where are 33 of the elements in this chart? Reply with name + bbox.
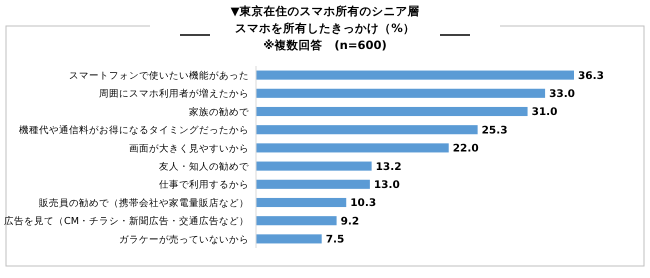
bar [256,143,449,152]
data-label: 25.3 [482,124,508,136]
data-label: 13.2 [376,160,402,173]
y-tick-label: ガラケーが売っていないから [119,233,249,246]
text: ※複数回答 (n=600) [263,38,387,52]
bar [256,234,322,244]
y-tick-label: 画面が大きく見やすいから [129,142,249,154]
bar [256,125,478,134]
data-label: 31.0 [532,106,558,118]
y-tick-label: 広告を見て（CM・チラシ・新聞広告・交通広告など） [4,215,249,228]
y-tick-label: 家族の勧めで [189,106,250,118]
bar [256,198,346,208]
data-label: 33.0 [549,88,576,100]
y-tick-label: 周囲にスマホ利用者が増えたから [99,88,249,100]
y-tick-label: 販売員の勧めで（携帯会社や家電量販店など） [39,196,249,209]
y-tick-label: 機種代や通信料がお得になるタイミングだったから [19,124,249,136]
y-tick-label: スマートフォンで使いたい機能があった [69,69,249,82]
data-label: 22.0 [452,142,479,155]
data-label: 10.3 [350,197,376,210]
bar [256,106,528,116]
bar [256,216,337,226]
data-label: 13.0 [374,178,400,191]
y-tick-label: 友人・知人の勧めで [159,160,250,172]
bar [256,180,370,189]
chart-title: ▼東京在住のスマホ所有のシニア層 [230,4,420,18]
y-tick-label: 仕事で利用するから [159,178,249,191]
bar [256,88,546,98]
data-label: 7.5 [326,234,344,246]
bar [256,70,574,80]
bar [256,162,372,171]
data-label: 9.2 [340,215,360,228]
data-label: 36.3 [578,70,604,82]
chart-subtitle: スマホを所有したきっかけ（%） [235,21,415,35]
